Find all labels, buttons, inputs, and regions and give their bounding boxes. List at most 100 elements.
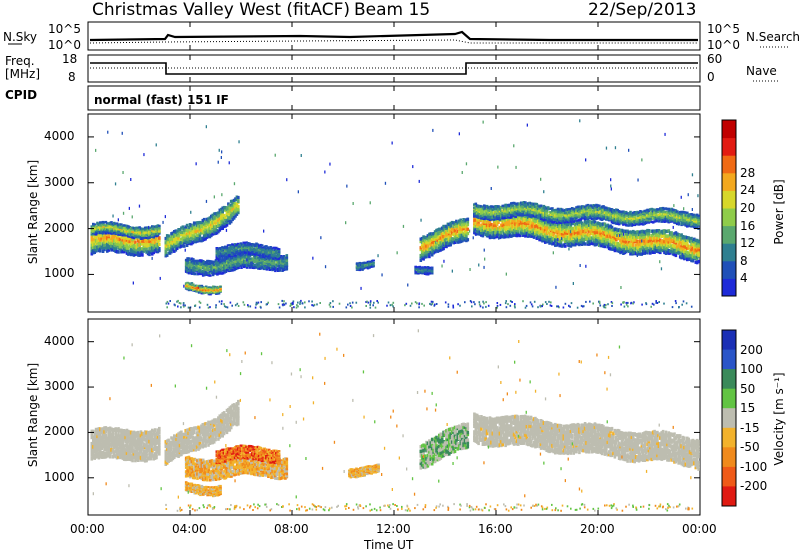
echo-cell <box>511 219 514 223</box>
echo-cell <box>93 247 96 252</box>
echo-cell <box>90 251 94 256</box>
echo-cell <box>99 234 102 238</box>
echo-cell <box>258 258 262 261</box>
echo-cell <box>277 260 280 263</box>
freq-left-tick-bottom: 8 <box>68 70 76 84</box>
echo-cell <box>243 246 247 249</box>
echo-cell <box>199 288 202 291</box>
echo-cell <box>125 228 129 231</box>
echo-cell <box>199 291 202 294</box>
echo-cell <box>504 227 507 231</box>
echo-cell <box>212 230 216 234</box>
echo-cell <box>272 261 276 265</box>
echo-cell <box>138 236 141 241</box>
echo-cell <box>209 260 212 263</box>
echo-cell <box>129 229 133 232</box>
echo-cell <box>214 267 218 271</box>
echo-cell <box>205 229 209 233</box>
echo-cell <box>138 243 141 247</box>
echo-cell <box>234 260 238 263</box>
echo-cell <box>251 262 255 265</box>
echo-cell <box>270 253 274 256</box>
echo-cell <box>245 244 248 247</box>
echo-cell <box>138 226 141 229</box>
echo-cell <box>134 250 137 254</box>
echo-cell <box>259 243 262 246</box>
echo-cell <box>263 246 267 249</box>
echo-cell <box>197 264 201 268</box>
echo-cell <box>152 250 155 255</box>
echo-cell <box>135 248 139 252</box>
echo-cell <box>183 227 186 231</box>
echo-cell <box>539 204 543 207</box>
echo-cell <box>429 245 433 250</box>
echo-cell <box>190 272 194 275</box>
echo-cell <box>192 264 195 268</box>
echo-cell <box>189 266 192 269</box>
echo-cell <box>139 236 143 239</box>
echo-cell <box>221 224 224 228</box>
echo-cell <box>189 284 192 287</box>
echo-cell <box>247 261 250 265</box>
echo-cell <box>122 231 126 234</box>
echo-cell <box>100 245 103 250</box>
echo-cell <box>168 243 172 247</box>
echo-cell <box>235 210 239 214</box>
echo-cell <box>216 251 220 254</box>
echo-cell <box>121 242 125 247</box>
echo-cell <box>107 243 110 248</box>
echo-cell <box>440 232 444 236</box>
echo-cell <box>462 222 465 227</box>
echo-cell <box>208 235 212 239</box>
echo-cell <box>278 261 281 265</box>
echo-cell <box>255 266 259 269</box>
echo-cell <box>127 230 130 233</box>
echo-cell <box>243 248 247 251</box>
echo-cell <box>197 292 201 294</box>
echo-cell <box>134 235 137 238</box>
echo-cell <box>152 240 155 244</box>
echo-cell <box>122 224 126 227</box>
echo-cell <box>129 228 133 231</box>
echo-cell <box>448 224 451 228</box>
echo-cell <box>487 220 490 224</box>
echo-cell <box>118 241 122 246</box>
echo-cell <box>107 226 110 229</box>
echo-cell <box>195 229 199 233</box>
echo-cell <box>432 235 435 239</box>
echo-cell <box>175 230 179 234</box>
echo-cell <box>205 232 209 236</box>
echo-cell <box>477 220 480 224</box>
echo-cell <box>106 242 109 247</box>
echo-cell <box>268 257 272 260</box>
echo-cell <box>171 235 175 239</box>
echo-cell <box>100 229 103 232</box>
echo-cell <box>115 224 119 227</box>
echo-cell <box>251 260 255 264</box>
echo-cell <box>104 220 108 223</box>
echo-cell <box>430 248 434 252</box>
echo-cell <box>187 288 191 291</box>
echo-cell <box>270 251 274 254</box>
echo-cell <box>228 244 231 247</box>
echo-cell <box>139 229 143 232</box>
echo-cell <box>241 250 244 253</box>
echo-cell <box>132 246 136 251</box>
echo-cell <box>460 220 464 224</box>
echo-cell <box>247 264 250 267</box>
echo-cell <box>254 259 257 263</box>
echo-cell <box>440 226 444 230</box>
echo-cell <box>214 272 218 275</box>
echo-cell <box>274 269 277 273</box>
echo-cell <box>206 269 209 272</box>
echo-cell <box>273 257 277 260</box>
echo-cell <box>237 254 240 257</box>
echo-cell <box>132 243 136 248</box>
echo-cell <box>245 241 248 244</box>
echo-cell <box>206 273 209 276</box>
echo-cell <box>221 267 225 270</box>
echo-cell <box>113 243 116 247</box>
echo-cell <box>100 228 103 231</box>
echo-cell <box>90 240 94 244</box>
echo-cell <box>106 229 109 232</box>
